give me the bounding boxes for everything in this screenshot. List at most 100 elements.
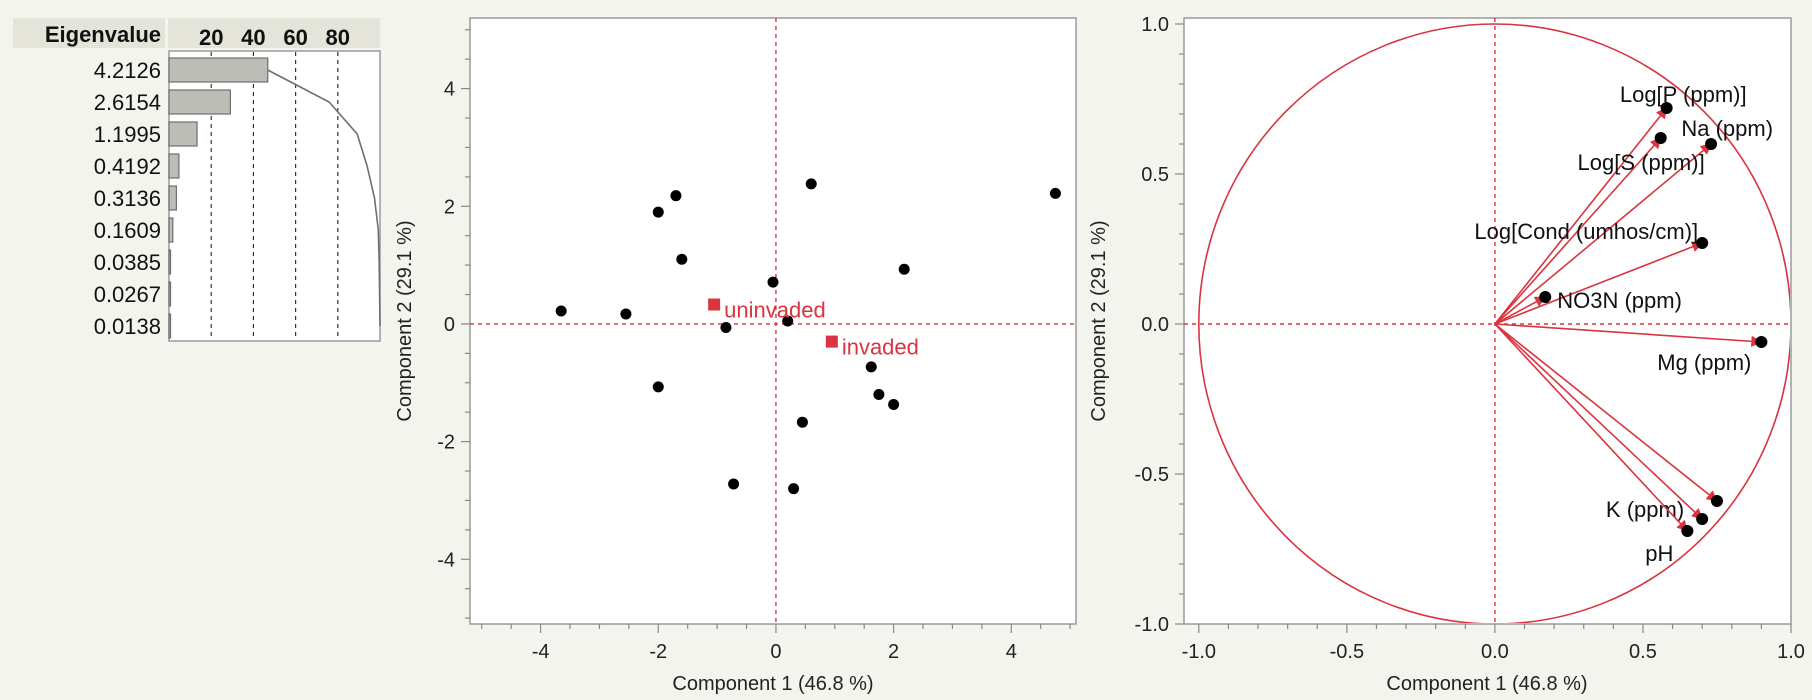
bar-gridlines <box>210 52 339 340</box>
y-tick-label: -4 <box>437 549 455 571</box>
x-tick-label: -2 <box>649 641 667 663</box>
eigenvalue-panel: Eigenvalue 20 40 60 80 4.2126 2.6154 1.1995 0.… <box>13 18 381 342</box>
score-point <box>676 253 688 265</box>
loading-arrow <box>1494 323 1718 502</box>
y-tick-label: 4 <box>444 79 455 101</box>
bar-axis-tick: 40 <box>241 25 265 50</box>
loading-arrow <box>1494 323 1689 532</box>
score-point <box>652 206 664 218</box>
x-tick-label: 1.0 <box>1777 641 1805 663</box>
eigenvalue-column: 4.2126 2.6154 1.1995 0.4192 0.3136 0.1609 0.03… <box>94 58 161 339</box>
score-point <box>1049 187 1061 199</box>
score-point <box>865 361 877 373</box>
loading-arrow <box>1494 107 1668 325</box>
loading-label: Log[S (ppm)] <box>1578 150 1705 175</box>
loading-y-axis: 1.0 0.5 0.0 -0.5 -1.0 <box>1135 14 1184 636</box>
loading-point <box>1681 525 1694 537</box>
eigenvalue-cell: 1.1995 <box>94 122 161 147</box>
score-plot-frame <box>469 17 1077 625</box>
score-y-axis-label: Component 2 (29.1 %) <box>394 220 416 421</box>
loading-label: NO3N (ppm) <box>1557 288 1682 313</box>
loading-x-axis-label: Component 1 (46.8 %) <box>1386 673 1587 695</box>
score-point <box>555 305 567 317</box>
loading-arrow <box>1494 296 1547 325</box>
y-tick-label: 1.0 <box>1141 14 1169 36</box>
group-markers: uninvaded invaded <box>708 298 919 360</box>
y-tick-label: -2 <box>437 432 455 454</box>
loading-point <box>1696 513 1709 525</box>
unit-circle <box>1198 23 1790 623</box>
score-point <box>873 389 885 401</box>
bar-axis-tick: 20 <box>199 25 223 50</box>
loading-point <box>1696 237 1709 249</box>
loading-plot: -1.0 -0.5 0.0 0.5 1.0 1.0 0.5 0.0 -0.5 -1.0 Log[… <box>1088 14 1805 695</box>
score-point <box>620 308 632 320</box>
score-point <box>670 190 682 202</box>
loading-label: Mg (ppm) <box>1657 350 1751 375</box>
score-x-axis: -4 -2 0 2 4 <box>481 624 1071 663</box>
percent-bar <box>168 313 172 339</box>
score-point <box>788 483 800 495</box>
loading-arrow <box>1494 323 1763 347</box>
score-point <box>728 478 740 490</box>
loading-arrow <box>1494 241 1704 325</box>
loading-label: Log[P (ppm)] <box>1620 82 1747 107</box>
eigenvalue-cell: 0.4192 <box>94 154 161 179</box>
y-tick-label: 2 <box>444 196 455 218</box>
loading-point <box>1539 291 1552 303</box>
eigenvalue-cell: 0.1609 <box>94 218 161 243</box>
group-label: uninvaded <box>724 298 826 323</box>
y-tick-label: 0.0 <box>1141 314 1169 336</box>
bar-axis-tick: 60 <box>283 25 307 50</box>
loading-label: Log[Cond (umhos/cm)] <box>1474 219 1698 244</box>
percent-bar <box>168 121 198 147</box>
loading-arrow <box>1494 137 1662 325</box>
loading-point <box>1755 336 1768 348</box>
group-marker <box>708 298 721 311</box>
score-y-axis: -4 -2 0 2 4 <box>437 29 470 619</box>
score-points <box>555 178 1061 495</box>
eigenvalue-cell: 0.0267 <box>94 282 161 307</box>
eigenvalue-cell: 2.6154 <box>94 90 161 115</box>
percent-bar <box>168 57 269 83</box>
loading-point <box>1660 102 1673 114</box>
score-point <box>720 321 732 333</box>
loading-plot-frame <box>1183 17 1792 625</box>
bar-series <box>168 57 269 339</box>
group-label: invaded <box>842 335 919 360</box>
bar-axis-ticks: 20 40 60 80 <box>199 25 350 50</box>
loading-x-axis: -1.0 -0.5 0.0 0.5 1.0 <box>1182 624 1805 663</box>
y-tick-label: -1.0 <box>1135 614 1169 636</box>
bar-axis-header-cell <box>168 18 380 48</box>
percent-bar <box>168 153 180 179</box>
loading-arrow <box>1494 143 1712 325</box>
score-point <box>805 178 817 190</box>
percent-bar <box>168 89 232 115</box>
score-plot: -4 -2 0 2 4 -4 -2 0 2 4 uninvaded invaded Compone… <box>394 17 1077 695</box>
eigenvalue-cell: 0.0385 <box>94 250 161 275</box>
score-point <box>652 381 664 393</box>
eigenvalue-cell: 0.0138 <box>94 314 161 339</box>
eigenvalue-header: Eigenvalue <box>45 22 161 47</box>
percent-bar <box>168 217 174 243</box>
score-point <box>888 399 900 411</box>
x-tick-label: 2 <box>888 641 899 663</box>
score-point <box>767 276 779 288</box>
x-tick-label: 0.0 <box>1481 641 1509 663</box>
score-point <box>782 315 794 327</box>
eigenvalue-cell: 0.3136 <box>94 186 161 211</box>
score-point <box>898 263 910 275</box>
loading-point <box>1710 495 1723 507</box>
loading-label: K (ppm) <box>1606 497 1684 522</box>
percent-bar <box>168 249 172 275</box>
x-tick-label: -1.0 <box>1182 641 1216 663</box>
group-marker <box>825 335 838 348</box>
y-tick-label: 0 <box>444 314 455 336</box>
x-tick-label: 0 <box>770 641 781 663</box>
eigenvalue-header-cell <box>13 18 165 48</box>
percent-bar <box>168 185 177 211</box>
loading-point <box>1654 132 1667 144</box>
bar-axis-tick: 80 <box>326 25 350 50</box>
eigenvalue-cell: 4.2126 <box>94 58 161 83</box>
loading-label: pH <box>1645 541 1673 566</box>
